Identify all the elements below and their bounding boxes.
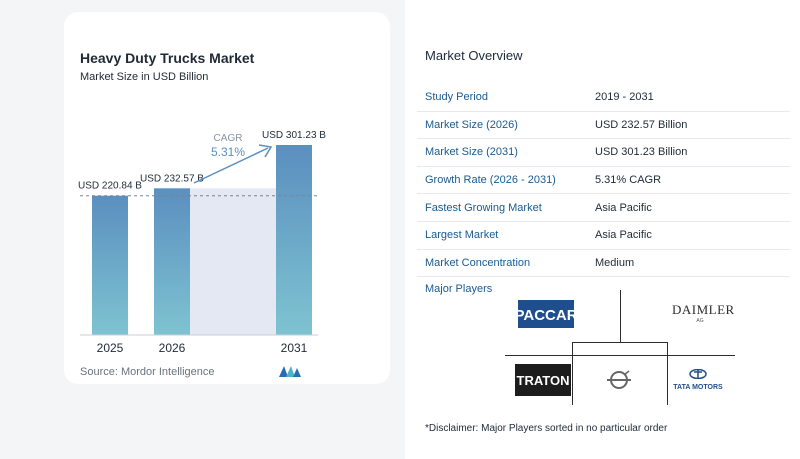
cagr-label: CAGR bbox=[214, 133, 243, 144]
players-title: Major Players bbox=[425, 283, 493, 295]
overview-row: Largest Market Asia Pacific bbox=[417, 221, 790, 250]
chart-title: Heavy Duty Trucks Market bbox=[80, 50, 255, 66]
daimler-text: DAIMLER bbox=[672, 302, 735, 317]
overview-key: Market Size (2031) bbox=[417, 138, 595, 167]
daimler-logo-icon: DAIMLER AG bbox=[672, 302, 735, 324]
overview-key: Market Size (2026) bbox=[417, 111, 595, 140]
overview-row: Fastest Growing Market Asia Pacific bbox=[417, 193, 790, 222]
data-label-2025: USD 220.84 B bbox=[78, 181, 142, 192]
paccar-logo-icon: PACCAR bbox=[514, 300, 578, 333]
overview-value: Asia Pacific bbox=[595, 193, 790, 222]
disclaimer: *Disclaimer: Major Players sorted in no … bbox=[425, 423, 668, 434]
tata-motors-text: TATA MOTORS bbox=[673, 384, 723, 391]
mordor-intelligence-logo-icon bbox=[278, 364, 302, 383]
overview-value: Medium bbox=[595, 249, 790, 278]
chart-subtitle: Market Size in USD Billion bbox=[80, 71, 209, 83]
overview-value: 5.31% CAGR bbox=[595, 166, 790, 195]
cagr-value: 5.31% bbox=[211, 145, 245, 159]
data-label-2026: USD 232.57 B bbox=[140, 173, 204, 184]
cagr-arrow bbox=[193, 147, 269, 184]
overview-value: Asia Pacific bbox=[595, 221, 790, 250]
data-label-2031: USD 301.23 B bbox=[262, 130, 326, 141]
bar-2025 bbox=[92, 195, 128, 335]
overview-row: Market Concentration Medium bbox=[417, 249, 790, 278]
overview-value: USD 232.57 Billion bbox=[595, 111, 790, 140]
bar-2031 bbox=[276, 145, 312, 335]
traton-logo-icon: TRATON bbox=[515, 364, 571, 401]
overview-key: Market Concentration bbox=[417, 249, 595, 278]
growth-band bbox=[190, 188, 276, 335]
overview-row: Growth Rate (2026 - 2031) 5.31% CAGR bbox=[417, 166, 790, 195]
overview-row: Market Size (2026) USD 232.57 Billion bbox=[417, 111, 790, 140]
overview-key: Fastest Growing Market bbox=[417, 193, 595, 222]
overview-value: USD 301.23 Billion bbox=[595, 138, 790, 167]
traton-text: TRATON bbox=[517, 373, 570, 388]
overview-title: Market Overview bbox=[425, 48, 523, 63]
bar-2026 bbox=[154, 188, 190, 335]
overview-table: Study Period 2019 - 2031 Market Size (2026… bbox=[417, 84, 790, 278]
overview-row: Market Size (2031) USD 301.23 Billion bbox=[417, 138, 790, 167]
x-tick-label: 2031 bbox=[281, 341, 308, 355]
overview-key: Growth Rate (2026 - 2031) bbox=[417, 166, 595, 195]
tata-motors-logo-icon: TATA MOTORS bbox=[670, 366, 726, 391]
source-note: Source: Mordor Intelligence bbox=[80, 366, 215, 378]
overview-row: Study Period 2019 - 2031 bbox=[417, 84, 790, 112]
x-tick-label: 2026 bbox=[159, 341, 186, 355]
x-tick-label: 2025 bbox=[97, 341, 124, 355]
volvo-logo-icon bbox=[604, 370, 634, 395]
overview-key: Study Period bbox=[417, 84, 595, 112]
overview-value: 2019 - 2031 bbox=[595, 84, 790, 112]
players-grid: PACCAR DAIMLER AG TRATON TATA MOTORS bbox=[505, 290, 735, 405]
cagr-arrowhead bbox=[258, 144, 273, 158]
overview-key: Largest Market bbox=[417, 221, 595, 250]
daimler-sub: AG bbox=[696, 318, 704, 324]
paccar-text: PACCAR bbox=[518, 307, 574, 324]
